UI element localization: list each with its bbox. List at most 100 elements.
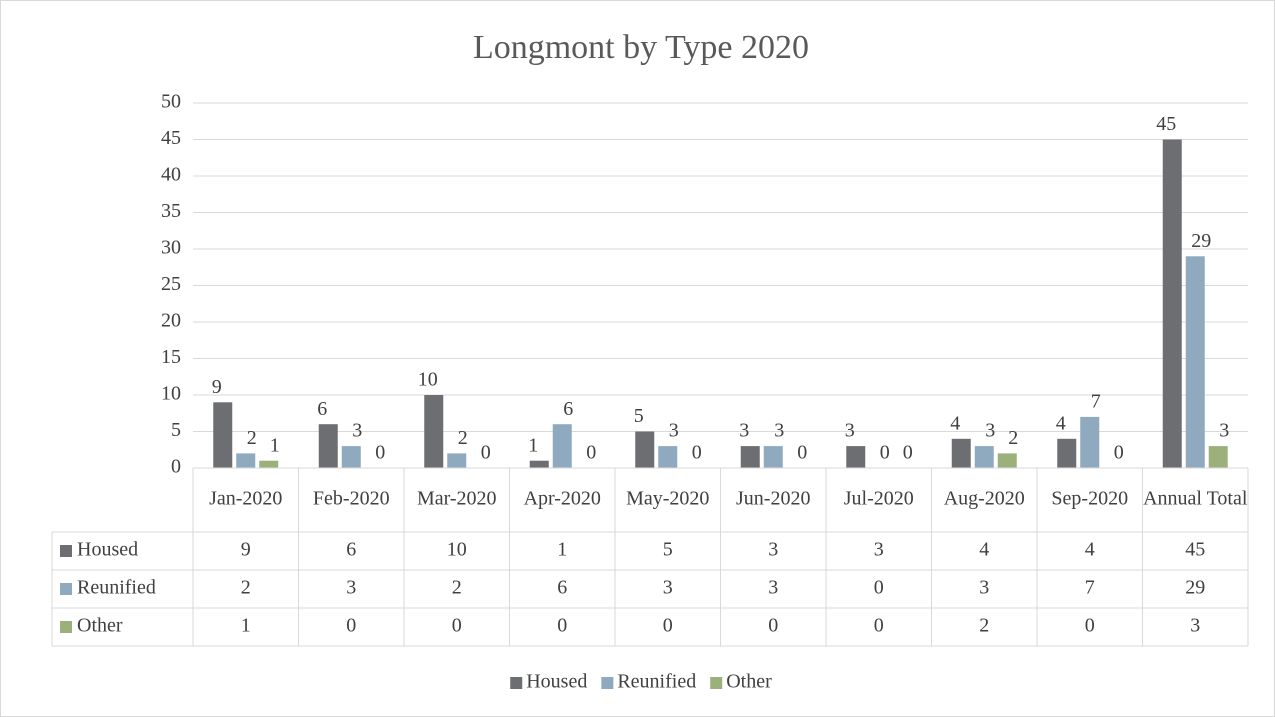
data-label: 0 [586, 442, 596, 464]
y-tick-label: 40 [161, 164, 181, 186]
bar [341, 446, 361, 468]
bar [318, 424, 338, 468]
data-label: 3 [739, 420, 749, 442]
bar [1208, 446, 1228, 468]
table-cell: 6 [557, 577, 567, 599]
data-label: 0 [692, 442, 702, 464]
data-label: 0 [375, 442, 385, 464]
bar [658, 446, 678, 468]
x-tick-label: May-2020 [626, 488, 709, 510]
table-series-name: Reunified [77, 577, 156, 599]
table-cell: 0 [452, 615, 462, 637]
legend-key [710, 677, 723, 689]
data-label: 5 [634, 405, 644, 427]
x-tick-label: Apr-2020 [524, 488, 601, 510]
data-label: 2 [458, 427, 468, 449]
legend-label: Reunified [617, 671, 696, 693]
bar [529, 460, 549, 468]
table-legend-key [60, 545, 72, 557]
table-cell: 0 [557, 615, 567, 637]
data-label: 0 [481, 442, 491, 464]
bar [1185, 256, 1205, 468]
table-cell: 0 [663, 615, 673, 637]
data-label: 45 [1156, 113, 1176, 135]
data-label: 10 [418, 369, 438, 391]
x-tick-label: Aug-2020 [944, 488, 1025, 510]
bar [997, 453, 1017, 468]
x-tick-label: Jan-2020 [209, 488, 282, 510]
data-label: 2 [1008, 427, 1018, 449]
bar [552, 424, 572, 468]
x-tick-label: Mar-2020 [417, 488, 497, 510]
data-label: 3 [845, 420, 855, 442]
table-cell: 1 [557, 539, 567, 561]
bar [1162, 139, 1182, 468]
table-cell: 3 [346, 577, 356, 599]
x-tick-label: Annual Total [1143, 488, 1248, 510]
table-cell: 0 [346, 615, 356, 637]
bar [763, 446, 783, 468]
y-tick-label: 0 [171, 456, 181, 478]
x-tick-label: Sep-2020 [1051, 488, 1128, 510]
table-legend-key [60, 621, 72, 633]
bar [740, 446, 760, 468]
table-cell: 45 [1185, 539, 1205, 561]
x-tick-label: Feb-2020 [313, 488, 390, 510]
table-cell: 0 [874, 577, 884, 599]
y-tick-label: 50 [161, 91, 181, 113]
bar [424, 395, 444, 468]
table-cell: 3 [768, 539, 778, 561]
bar [213, 402, 233, 468]
bar [1057, 438, 1077, 468]
data-label: 3 [352, 420, 362, 442]
legend-key [510, 677, 523, 689]
data-label: 3 [1219, 420, 1229, 442]
y-tick-label: 15 [161, 346, 181, 368]
data-label: 3 [669, 420, 679, 442]
legend-label: Other [726, 671, 772, 693]
data-label: 7 [1091, 390, 1101, 412]
table-cell: 2 [241, 577, 251, 599]
data-label: 1 [528, 434, 538, 456]
table-cell: 0 [768, 615, 778, 637]
table-cell: 3 [874, 539, 884, 561]
table-cell: 1 [241, 615, 251, 637]
table-cell: 6 [346, 539, 356, 561]
table-cell: 5 [663, 539, 673, 561]
data-label: 29 [1191, 230, 1211, 252]
data-label: 0 [797, 442, 807, 464]
y-tick-label: 20 [161, 310, 181, 332]
table-cell: 3 [768, 577, 778, 599]
table-cell: 0 [1085, 615, 1095, 637]
table-cell: 29 [1185, 577, 1205, 599]
data-label: 9 [212, 376, 222, 398]
data-label: 0 [1114, 442, 1124, 464]
bar [846, 446, 866, 468]
data-label: 6 [317, 398, 327, 420]
x-tick-label: Jun-2020 [736, 488, 810, 510]
table-cell: 4 [1085, 539, 1095, 561]
y-tick-label: 30 [161, 237, 181, 259]
legend-label: Housed [526, 671, 587, 693]
chart-title: Longmont by Type 2020 [473, 29, 809, 66]
bar [236, 453, 256, 468]
legend: Housed Reunified Other [510, 671, 772, 693]
table-cell: 3 [979, 577, 989, 599]
data-label: 2 [247, 427, 257, 449]
bar [447, 453, 467, 468]
table-cell: 2 [452, 577, 462, 599]
bar [635, 431, 655, 468]
table-cell: 0 [874, 615, 884, 637]
bar [951, 438, 971, 468]
data-label: 4 [950, 412, 960, 434]
table-cell: 9 [241, 539, 251, 561]
x-tick-label: Jul-2020 [844, 488, 914, 510]
data-label: 4 [1056, 412, 1066, 434]
data-label: 6 [563, 398, 573, 420]
bar [1080, 416, 1100, 468]
data-label: 0 [880, 442, 890, 464]
table-cell: 7 [1085, 577, 1095, 599]
table-cell: 3 [663, 577, 673, 599]
y-tick-label: 45 [161, 127, 181, 149]
